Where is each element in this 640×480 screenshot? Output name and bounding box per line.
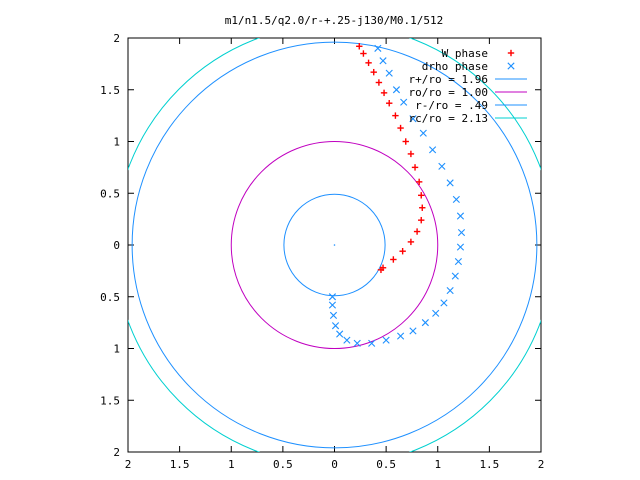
data-point [380, 89, 388, 97]
data-point [402, 138, 409, 145]
data-point [456, 243, 465, 251]
data-point [419, 129, 427, 137]
data-point [331, 322, 340, 330]
data-point [336, 330, 344, 338]
data-point [407, 238, 415, 246]
data-point [382, 336, 390, 344]
data-point [415, 178, 423, 186]
data-point [452, 195, 460, 204]
data-point [392, 112, 399, 119]
data-point [457, 228, 466, 237]
data-point [329, 311, 338, 319]
y-tick-label: 1 [113, 343, 120, 356]
data-point [454, 257, 462, 266]
data-point [428, 146, 437, 154]
data-point [440, 299, 448, 307]
y-tick-label: 0.5 [100, 291, 120, 304]
data-point [397, 124, 404, 132]
y-tick-label: 0.5 [100, 187, 120, 200]
x-tick-label: 1.5 [479, 458, 499, 471]
legend-label: r-/ro = .49 [415, 99, 488, 112]
data-point [385, 69, 393, 77]
data-point [418, 216, 425, 224]
x-tick-label: 0.5 [273, 458, 293, 471]
x-tick-label: 1 [228, 458, 235, 471]
x-tick-label: 1 [434, 458, 441, 471]
legend-label: W phase [442, 47, 488, 60]
x-tick-label: 2 [125, 458, 132, 471]
data-point [396, 332, 405, 340]
data-point [375, 79, 383, 86]
data-point [390, 256, 397, 263]
tick-marks [127, 37, 542, 453]
data-point [370, 68, 377, 76]
data-point [438, 162, 446, 170]
y-tick-label: 0 [113, 239, 120, 252]
data-point [392, 86, 401, 94]
chart-title: m1/n1.5/q2.0/r-+.25-j130/M0.1/512 [225, 14, 444, 27]
data-point [421, 319, 429, 327]
circle-series-4 [283, 193, 386, 297]
data-point [446, 179, 454, 187]
circle-series-2 [131, 41, 538, 449]
data-point [360, 50, 367, 57]
y-tick-label: 1 [113, 136, 120, 149]
data-point [377, 266, 385, 274]
data-point [379, 57, 387, 65]
data-point [456, 212, 465, 220]
y-tick-label: 1.5 [100, 84, 120, 97]
x-tick-label: 1.5 [170, 458, 190, 471]
data-point [365, 59, 372, 67]
circle-series-3 [230, 141, 439, 349]
data-point [328, 301, 337, 309]
data-point [413, 228, 421, 235]
data-point [399, 248, 406, 255]
data-point [368, 339, 376, 347]
data-point [400, 98, 408, 106]
legend-marker [507, 62, 515, 70]
y-tick-label: 2 [113, 32, 120, 45]
legend-label: r+/ro = 1.96 [409, 73, 488, 86]
legend-label: ro/ro = 1.00 [409, 86, 488, 99]
y-tick-label: 2 [113, 446, 120, 459]
data-point [446, 286, 454, 295]
data-point [411, 164, 419, 171]
data-point [407, 150, 415, 158]
tick-labels: 2 1.5 1 0.5 0 0.5 1 1.5 221.510.500.511.52 [100, 32, 544, 471]
data-point [343, 336, 351, 344]
legend-label: drho phase [422, 60, 488, 73]
data-point [386, 100, 393, 107]
point-series-0 [356, 43, 426, 274]
data-point [419, 204, 426, 211]
data-point [328, 293, 337, 301]
data-point [432, 309, 440, 317]
plot-area [128, 38, 541, 452]
point-series-1 [328, 44, 466, 347]
data-point [353, 339, 361, 347]
data-point [409, 115, 417, 123]
data-point [451, 272, 459, 280]
origin-dot [333, 244, 336, 246]
data-point [356, 43, 363, 50]
x-tick-label: 0 [331, 458, 338, 471]
x-tick-label: 0.5 [376, 458, 396, 471]
legend-label: rc/ro = 2.13 [409, 112, 488, 125]
x-tick-label: 2 [538, 458, 545, 471]
data-point [409, 327, 417, 335]
data-point [418, 192, 425, 199]
y-tick-label: 1.5 [100, 394, 120, 407]
data-point [374, 44, 382, 52]
